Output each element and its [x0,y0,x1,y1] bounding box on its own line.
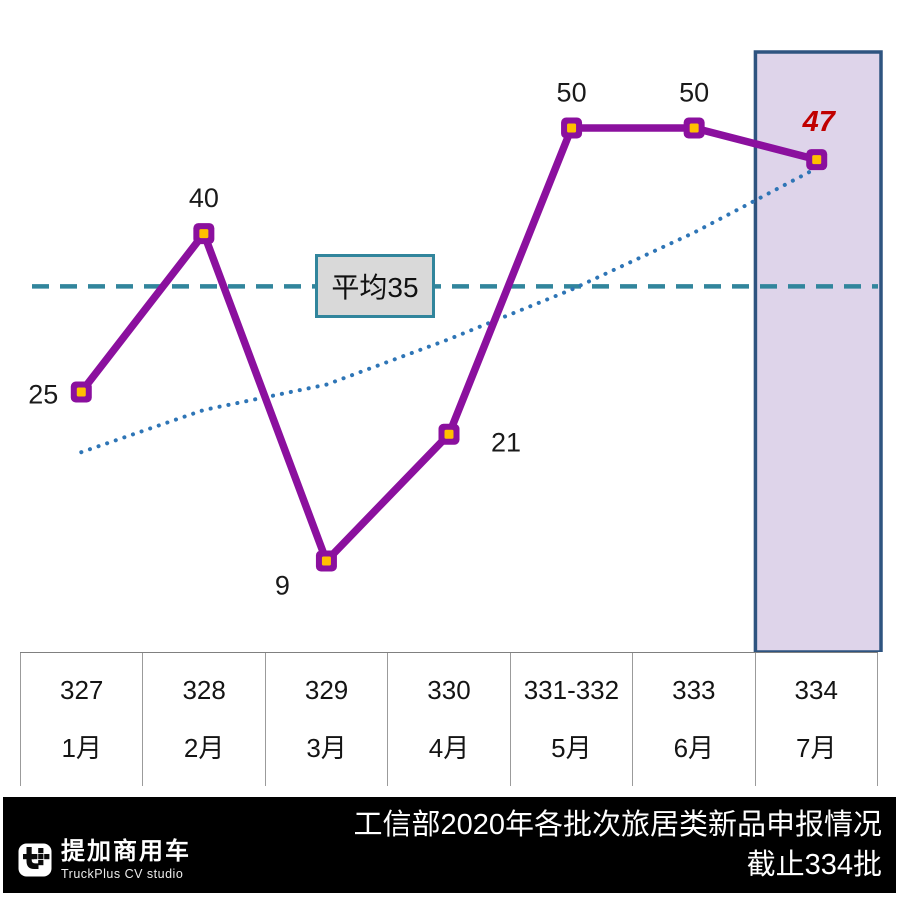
truckplus-logo-icon [18,843,52,877]
data-point-marker-center [199,229,209,239]
caption-subtitle: 截止334批 [746,849,882,881]
table-column-5: 331-332 5月 [509,653,632,786]
highlight-band [753,50,883,652]
month-label: 1月 [61,732,102,763]
batch-number: 328 [182,675,226,706]
month-label: 2月 [183,732,225,763]
data-point-marker-center [689,123,699,133]
table-column-4: 330 4月 [387,653,509,786]
data-point-marker-center [567,123,577,133]
data-label: 21 [491,428,521,458]
batch-number: 334 [794,675,838,706]
chart-caption: 工信部2020年各批次旅居类新品申报情况 截止334批 [353,805,882,885]
average-label-text: 平均35 [331,272,419,304]
table-column-3: 329 3月 [264,653,387,786]
batch-number: 333 [672,675,716,706]
caption-title: 工信部2020年各批次旅居类新品申报情况 [353,809,882,841]
data-point-marker-center [444,429,454,439]
brand-name-en: TruckPlus CV studio [61,867,184,881]
data-label: 50 [679,78,709,108]
footer-bar: 提加商用车 TruckPlus CV studio 工信部2020年各批次旅居类… [3,797,896,893]
data-label: 40 [189,183,219,213]
batch-number: 331-332 [523,675,620,706]
line-chart-canvas: 25 40 9 21 50 50 47 [28,50,883,652]
batch-month-table: 327 1月 328 2月 329 3月 330 4月 331-332 5月 3… [20,652,878,786]
data-label: 25 [28,380,58,410]
batch-number: 330 [427,675,471,706]
batch-number: 327 [60,675,104,706]
month-label: 6月 [673,732,715,763]
month-label: 4月 [428,732,470,763]
brand-block: 提加商用车 TruckPlus CV studio [18,839,191,881]
table-column-1: 327 1月 [20,653,142,786]
table-column-2: 328 2月 [142,653,264,786]
brand-text: 提加商用车 TruckPlus CV studio [61,838,191,882]
data-point-marker-center [812,155,822,165]
month-label: 5月 [551,732,592,763]
average-label-box: 平均35 [315,254,435,319]
table-column-7: 334 7月 [754,653,878,786]
table-column-6: 333 6月 [632,653,754,786]
data-point-marker-center [76,387,86,397]
data-label: 50 [557,78,587,108]
data-label: 47 [802,106,837,138]
month-label: 7月 [796,732,837,763]
brand-name-cn: 提加商用车 [61,838,191,865]
data-label: 9 [275,570,290,600]
month-label: 3月 [306,732,347,763]
batch-number: 329 [304,675,349,706]
data-point-marker-center [321,556,331,566]
